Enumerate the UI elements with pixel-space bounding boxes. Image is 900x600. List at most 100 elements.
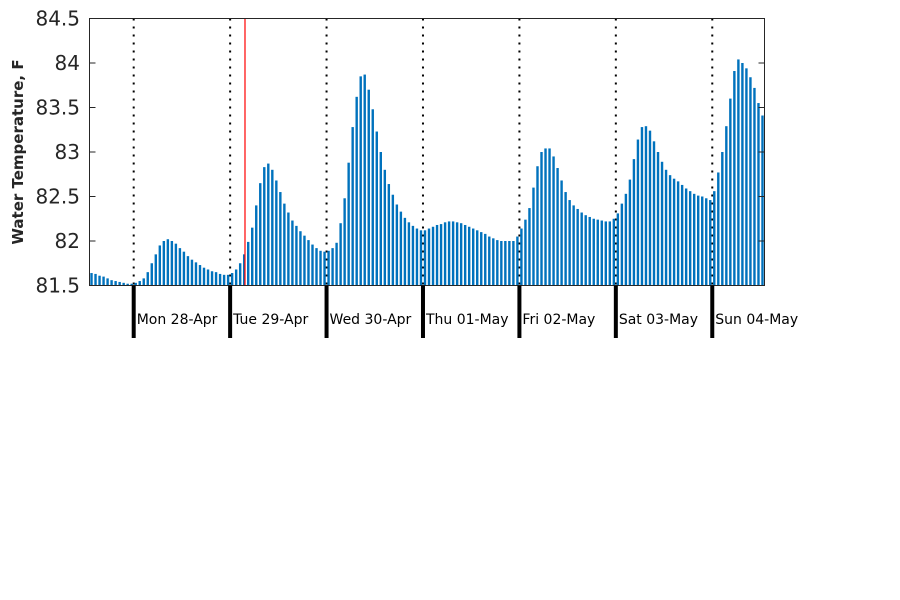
temperature-bar bbox=[721, 152, 724, 286]
temperature-bar bbox=[680, 184, 684, 286]
temperature-bar bbox=[230, 273, 234, 286]
temperature-bar bbox=[588, 216, 591, 286]
temperature-bar bbox=[371, 109, 374, 286]
temperature-bar bbox=[608, 221, 612, 286]
temperature-bar bbox=[504, 241, 507, 286]
temperature-bar bbox=[536, 166, 539, 286]
y-tick-label: 81.5 bbox=[35, 274, 80, 298]
temperature-bar bbox=[403, 217, 407, 286]
temperature-bar bbox=[359, 76, 362, 286]
temperature-bar bbox=[170, 241, 174, 286]
temperature-bar bbox=[672, 178, 676, 286]
temperature-bar bbox=[291, 220, 294, 286]
day-label: Fri 02-May bbox=[522, 312, 595, 328]
temperature-bars bbox=[90, 59, 764, 286]
temperature-bar bbox=[415, 228, 419, 286]
temperature-bar bbox=[399, 211, 403, 286]
temperature-bar bbox=[255, 205, 258, 286]
temperature-bar bbox=[745, 68, 748, 286]
day-label: Sat 03-May bbox=[619, 312, 698, 328]
plot-background bbox=[89, 18, 765, 286]
temperature-bar bbox=[319, 250, 322, 286]
temperature-bar bbox=[480, 232, 483, 286]
temperature-bar bbox=[552, 156, 555, 286]
temperature-bar bbox=[455, 222, 459, 286]
temperature-bar bbox=[729, 98, 732, 286]
temperature-bar bbox=[584, 215, 587, 286]
temperature-bar bbox=[596, 219, 599, 286]
temperature-bar bbox=[251, 227, 254, 286]
temperature-bar bbox=[568, 200, 571, 286]
temperature-bar bbox=[271, 169, 274, 286]
temperature-bar bbox=[130, 283, 133, 286]
temperature-bar bbox=[242, 254, 246, 286]
temperature-bar bbox=[351, 127, 354, 286]
temperature-bar bbox=[218, 273, 222, 286]
temperature-bar bbox=[556, 168, 559, 286]
temperature-bar bbox=[600, 220, 603, 286]
day-label: Wed 30-Apr bbox=[330, 312, 412, 328]
temperature-bar bbox=[259, 183, 262, 286]
temperature-bar bbox=[347, 162, 350, 286]
y-tick-label: 82 bbox=[55, 229, 80, 253]
temperature-bar bbox=[592, 218, 595, 286]
temperature-bar bbox=[383, 169, 387, 286]
temperature-bar bbox=[379, 152, 382, 286]
temperature-bar bbox=[516, 236, 519, 286]
temperature-bar bbox=[548, 148, 551, 286]
temperature-bar bbox=[323, 251, 326, 286]
temperature-bar bbox=[753, 87, 756, 286]
temperature-bar bbox=[263, 167, 266, 286]
temperature-bar bbox=[435, 224, 439, 286]
temperature-bar bbox=[267, 163, 270, 286]
temperature-bar bbox=[287, 212, 290, 286]
temperature-bar bbox=[247, 241, 250, 286]
temperature-bar bbox=[725, 126, 728, 286]
temperature-bar bbox=[709, 200, 712, 286]
temperature-bar bbox=[684, 188, 688, 286]
y-tick-label: 83 bbox=[55, 140, 80, 164]
temperature-bar bbox=[367, 89, 370, 286]
temperature-bar bbox=[98, 275, 101, 286]
temperature-bar bbox=[484, 233, 487, 286]
temperature-bar bbox=[620, 203, 624, 286]
temperature-bar bbox=[640, 127, 644, 286]
temperature-bar bbox=[295, 225, 298, 286]
temperature-bar bbox=[757, 103, 760, 286]
temperature-bar bbox=[283, 203, 286, 286]
temperature-bar bbox=[652, 141, 656, 286]
temperature-bar bbox=[572, 205, 575, 286]
temperature-bar bbox=[190, 259, 194, 286]
temperature-bar bbox=[395, 204, 399, 286]
temperature-bar bbox=[467, 226, 471, 286]
temperature-bar bbox=[90, 273, 93, 286]
day-label: Tue 29-Apr bbox=[232, 312, 308, 328]
temperature-bar bbox=[210, 271, 214, 286]
temperature-bar bbox=[307, 240, 310, 286]
temperature-bar bbox=[624, 193, 628, 286]
temperature-bar bbox=[299, 231, 302, 286]
temperature-bar bbox=[355, 96, 358, 286]
temperature-bar bbox=[500, 241, 503, 286]
temperature-bar bbox=[238, 263, 242, 286]
temperature-bar bbox=[142, 278, 145, 286]
temperature-bar bbox=[118, 281, 121, 286]
temperature-bar bbox=[427, 228, 431, 286]
temperature-bar bbox=[472, 228, 475, 286]
temperature-bar bbox=[520, 228, 523, 286]
y-tick-label: 84.5 bbox=[35, 7, 80, 31]
temperature-bar bbox=[628, 179, 632, 286]
temperature-bar bbox=[126, 283, 129, 286]
temperature-bar bbox=[560, 180, 563, 286]
temperature-bar bbox=[564, 192, 567, 286]
temperature-bar bbox=[524, 219, 527, 286]
temperature-bar bbox=[431, 226, 435, 286]
y-axis-label: Water Temperature, F bbox=[9, 59, 27, 244]
temperature-bar bbox=[279, 192, 282, 286]
temperature-bar bbox=[688, 191, 692, 286]
temperature-bar bbox=[198, 265, 202, 286]
temperature-bar bbox=[327, 250, 330, 286]
temperature-bar bbox=[154, 254, 157, 286]
temperature-bar bbox=[528, 208, 531, 286]
